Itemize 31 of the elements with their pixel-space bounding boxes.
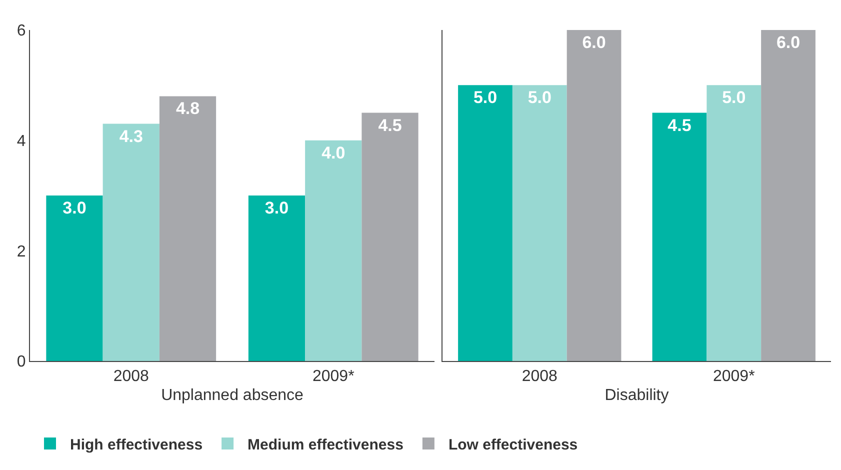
data-label: 4.5 [378, 116, 402, 135]
data-label: 4.0 [322, 143, 346, 162]
legend-label: Low effectiveness [448, 436, 578, 454]
data-label: 4.8 [176, 99, 200, 118]
y-tick-label: 0 [16, 354, 26, 371]
y-tick-label: 2 [16, 243, 26, 260]
legend-label: Medium effectiveness [248, 436, 404, 454]
x-axis-title: Unplanned absence [161, 386, 304, 404]
bar [159, 96, 216, 361]
x-axis-title: Disability [604, 386, 669, 404]
data-label: 6.0 [776, 33, 800, 52]
data-label: 4.5 [668, 116, 692, 135]
x-tick-label: 2009* [712, 368, 755, 386]
data-label: 3.0 [264, 198, 289, 218]
x-tick-label: 2009* [312, 368, 354, 386]
data-label: 3.0 [62, 198, 86, 218]
data-label: 4.3 [119, 126, 143, 146]
bar [305, 140, 362, 361]
bar [362, 112, 418, 361]
bar [102, 124, 160, 361]
data-label: 5.0 [473, 88, 498, 108]
data-label: 5.0 [528, 88, 552, 108]
data-label: 6.0 [582, 33, 606, 52]
x-tick-label: 2008 [522, 368, 558, 386]
y-tick-label: 6 [16, 22, 26, 40]
x-tick-label: 2008 [113, 368, 150, 386]
bar [46, 196, 103, 361]
legend-label: High effectiveness [70, 436, 203, 454]
bar [248, 196, 306, 361]
data-label: 5.0 [722, 88, 746, 108]
y-tick-label: 4 [16, 132, 26, 150]
